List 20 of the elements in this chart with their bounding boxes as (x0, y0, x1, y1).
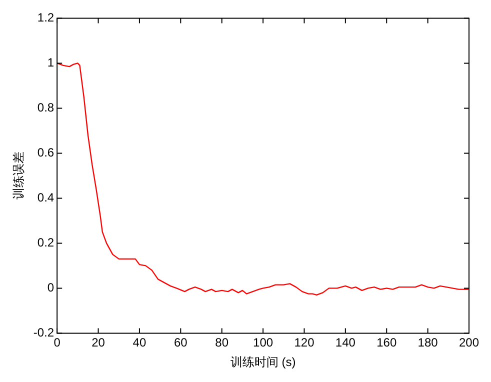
y-tick-label: 0.4 (37, 190, 54, 205)
y-tick-label: 0.6 (37, 146, 54, 160)
y-tick-label: 0 (47, 280, 54, 295)
x-tick-label: 120 (294, 336, 315, 350)
y-tick-label: 0.2 (37, 236, 54, 250)
y-tick-label: -0.2 (33, 326, 54, 340)
y-axis-title: 训练误差 (12, 152, 26, 200)
y-tick-label: 1 (47, 56, 54, 70)
x-tick-label: 20 (92, 336, 106, 350)
x-tick-label: 180 (418, 336, 438, 350)
y-tick-label: 0.8 (37, 100, 54, 115)
x-tick-label: 40 (132, 336, 146, 350)
x-tick-label: 200 (458, 336, 480, 350)
x-tick-label: 100 (253, 336, 274, 350)
x-tick-label: 80 (215, 336, 229, 350)
x-tick-label: 60 (174, 336, 188, 350)
x-tick-label: 140 (335, 336, 356, 350)
x-tick-label: 160 (376, 336, 397, 350)
x-axis-title: 训练时间 (s) (230, 355, 296, 370)
y-tick-label: 1.2 (37, 10, 54, 25)
